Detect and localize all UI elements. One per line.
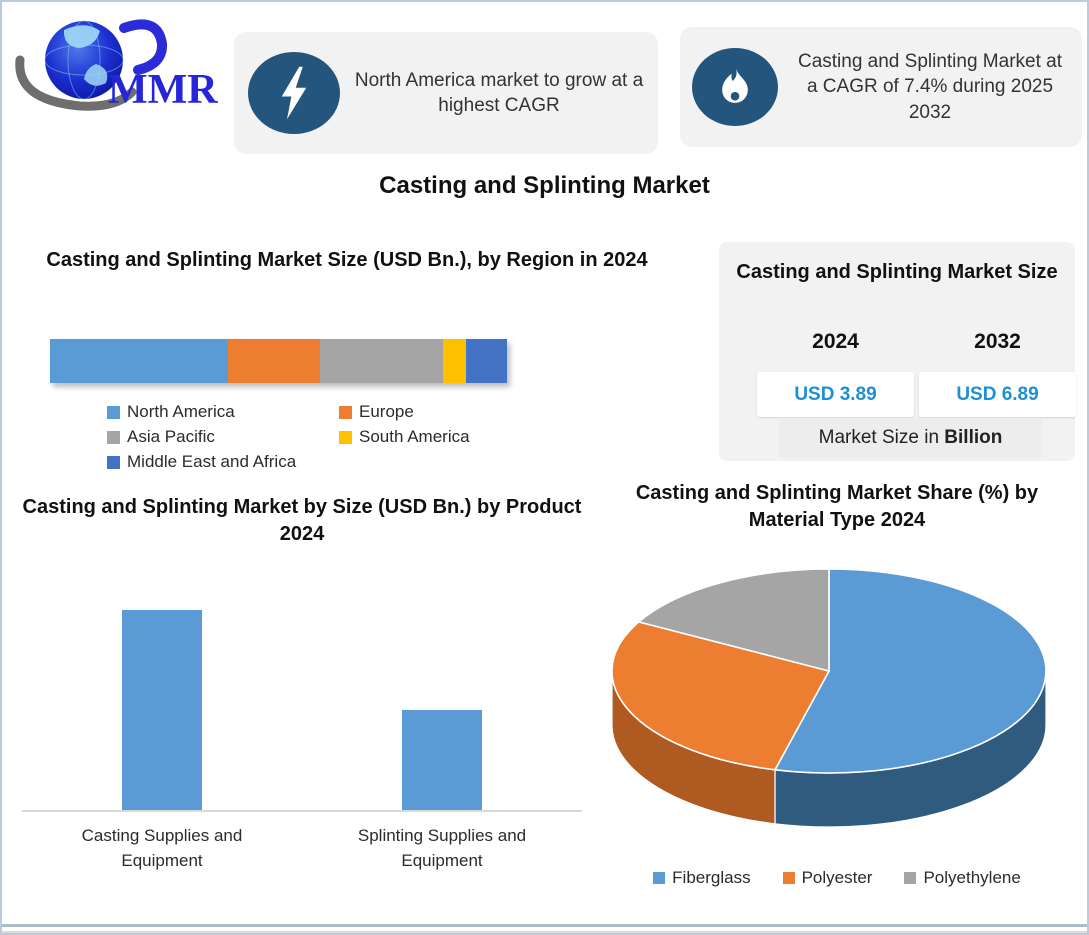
footnote-prefix: Market Size in bbox=[818, 427, 940, 448]
pie-legend-item-fiberglass: Fiberglass bbox=[653, 868, 751, 888]
legend-label: Fiberglass bbox=[672, 868, 751, 887]
segment-europe bbox=[228, 339, 320, 383]
value-2024: USD 3.89 bbox=[757, 372, 914, 417]
value-2032: USD 6.89 bbox=[919, 372, 1076, 417]
logo-swoosh-blue bbox=[119, 19, 167, 75]
segment-middle-east-and-africa bbox=[465, 339, 507, 383]
legend-swatch bbox=[782, 872, 795, 884]
callout-north-america: North America market to grow at a highes… bbox=[234, 32, 658, 154]
product-x-axis bbox=[22, 810, 582, 812]
legend-item-south-america: South America bbox=[339, 427, 571, 447]
market-size-title: Casting and Splinting Market Size bbox=[736, 261, 1058, 283]
bottom-rule bbox=[2, 924, 1087, 927]
region-stacked-bar bbox=[50, 339, 507, 383]
product-chart-title: Casting and Splinting Market by Size (US… bbox=[22, 496, 582, 545]
flame-icon bbox=[692, 48, 778, 126]
legend-label: Middle East and Africa bbox=[127, 452, 297, 471]
pie-legend-item-polyester: Polyester bbox=[782, 868, 873, 888]
market-size-box: Casting and Splinting Market Size 2024 2… bbox=[719, 242, 1076, 461]
legend-label: Polyethylene bbox=[923, 868, 1021, 887]
callout-cagr-text: Casting and Splinting Market at a CAGR o… bbox=[797, 51, 1063, 123]
year-2024-label: 2024 bbox=[812, 330, 859, 353]
lightning-icon bbox=[248, 52, 340, 134]
legend-label: North America bbox=[127, 402, 235, 421]
label-casting-supplies: Casting Supplies and Equipment bbox=[81, 826, 243, 870]
pie-chart-title: Casting and Splinting Market Share (%) b… bbox=[635, 482, 1039, 531]
year-2032-label: 2032 bbox=[974, 330, 1021, 353]
legend-label: Polyester bbox=[801, 868, 873, 887]
pie-legend-item-polyethylene: Polyethylene bbox=[904, 868, 1021, 888]
pie-slice-polyethylene bbox=[637, 568, 830, 673]
legend-swatch bbox=[339, 405, 352, 419]
bar-casting-supplies bbox=[122, 610, 202, 810]
segment-south-america bbox=[443, 339, 466, 383]
pie-legend: Fiberglass Polyester Polyethylene bbox=[592, 868, 1082, 888]
legend-item-middle-east-and-africa: Middle East and Africa bbox=[107, 452, 339, 472]
page-title: Casting and Splinting Market bbox=[379, 172, 710, 199]
legend-swatch bbox=[653, 872, 666, 884]
product-bar-plot bbox=[22, 610, 582, 810]
legend-swatch bbox=[107, 405, 120, 419]
label-splinting-supplies: Splinting Supplies and Equipment bbox=[357, 826, 527, 870]
pie-slice-fiberglass bbox=[773, 568, 1047, 774]
segment-asia-pacific bbox=[319, 339, 444, 383]
bottom-edge-rule bbox=[2, 931, 1087, 933]
legend-item-north-america: North America bbox=[107, 402, 339, 422]
material-pie-chart bbox=[611, 568, 1047, 828]
legend-label: South America bbox=[359, 427, 470, 446]
legend-label: Asia Pacific bbox=[127, 427, 215, 446]
legend-swatch bbox=[339, 430, 352, 444]
bar-splinting-supplies bbox=[402, 710, 482, 810]
logo-swoosh-gray bbox=[15, 55, 137, 111]
legend-label: Europe bbox=[359, 402, 414, 421]
mmr-logo: MMR bbox=[12, 8, 237, 126]
market-size-values: USD 3.89 USD 6.89 bbox=[757, 372, 1076, 417]
region-legend: North America Europe Asia Pacific South Ame… bbox=[107, 402, 571, 472]
market-size-years: 2024 2032 bbox=[757, 330, 1076, 354]
callout-cagr: Casting and Splinting Market at a CAGR o… bbox=[680, 27, 1082, 147]
callout-north-america-text: North America market to grow at a highes… bbox=[354, 69, 644, 116]
mmr-logo-graphic: MMR bbox=[15, 19, 218, 113]
value-2024-text: USD 3.89 bbox=[794, 383, 877, 405]
value-2032-text: USD 6.89 bbox=[956, 383, 1039, 405]
legend-swatch bbox=[107, 430, 120, 444]
pie-slice-polyester bbox=[611, 621, 831, 771]
market-size-footnote: Market Size in Billion bbox=[779, 418, 1042, 458]
product-category-labels: Casting Supplies and Equipment Splinting… bbox=[22, 824, 582, 873]
logo-text: MMR bbox=[108, 67, 218, 113]
region-chart-title: Casting and Splinting Market Size (USD B… bbox=[46, 249, 648, 271]
footnote-bold: Billion bbox=[944, 427, 1003, 448]
legend-swatch bbox=[107, 455, 120, 469]
legend-swatch bbox=[904, 872, 917, 884]
legend-item-asia-pacific: Asia Pacific bbox=[107, 427, 339, 447]
segment-north-america bbox=[50, 339, 229, 383]
legend-item-europe: Europe bbox=[339, 402, 571, 422]
